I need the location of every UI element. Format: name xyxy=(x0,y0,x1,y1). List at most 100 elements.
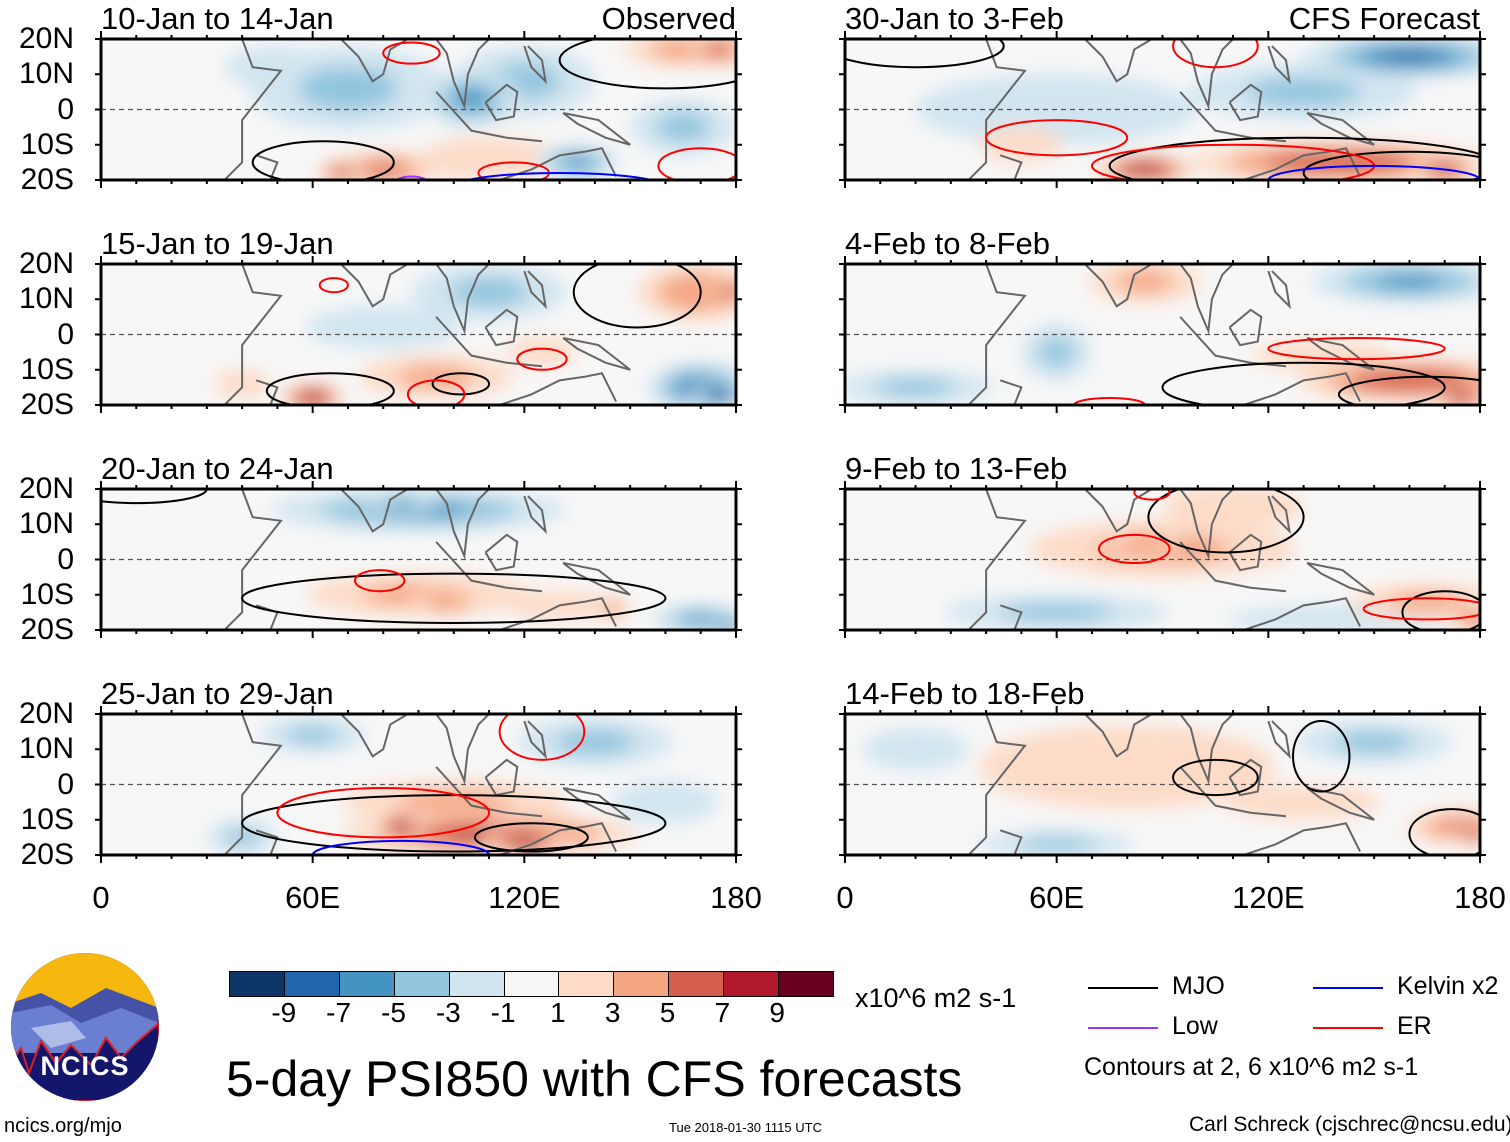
colorbar-swatch xyxy=(338,972,394,996)
lat-tick-label: 20N xyxy=(18,22,74,55)
contour-er xyxy=(1362,597,1480,621)
colorbar-tick-label: 3 xyxy=(604,997,621,1028)
anomaly-mark xyxy=(606,605,619,613)
panel-title: 30-Jan to 3-Feb xyxy=(845,1,1064,36)
logo-graphic xyxy=(11,953,159,1101)
coastline xyxy=(1179,766,1287,818)
anomaly-mark xyxy=(979,724,1276,810)
coastline xyxy=(523,495,547,535)
coastline xyxy=(101,714,283,855)
coastline xyxy=(1243,597,1361,630)
colorbar-tick-label: 7 xyxy=(714,997,731,1028)
coastline xyxy=(999,604,1023,630)
coastline xyxy=(1306,562,1375,596)
colorbar-swatch xyxy=(723,972,779,996)
colorbar-tick-label: -5 xyxy=(381,997,406,1028)
lat-tick-label: 20S xyxy=(20,163,74,196)
lat-tick-label: 10N xyxy=(18,57,74,91)
coastline xyxy=(340,714,409,758)
colorbar-tick-label: -9 xyxy=(271,997,297,1028)
anomaly-mark xyxy=(712,391,725,398)
coastline xyxy=(101,489,283,630)
lon-tick-label: 180 xyxy=(1454,880,1506,915)
anomaly-mark xyxy=(515,838,533,844)
author-credit: Carl Schreck (cjschrec@ncsu.edu) xyxy=(1189,1113,1510,1136)
contour-mjo xyxy=(572,264,702,329)
coastline xyxy=(435,541,543,593)
anomaly-mark xyxy=(389,499,413,507)
colorbar-tick-label: 5 xyxy=(659,997,676,1028)
coastline xyxy=(101,264,283,405)
contour-er xyxy=(1267,337,1446,361)
map-panel xyxy=(95,256,742,413)
coastline xyxy=(435,264,490,335)
lon-tick-label: 0 xyxy=(836,880,854,915)
coastline xyxy=(562,337,631,371)
coastline xyxy=(999,154,1023,180)
colorbar-swatch xyxy=(668,972,724,996)
coastline xyxy=(1084,489,1153,533)
coastline xyxy=(845,264,1027,405)
coastline xyxy=(1179,39,1234,110)
lat-tick-label: 20N xyxy=(18,697,74,730)
anomaly-mark xyxy=(876,378,955,397)
contour-mjo xyxy=(1147,489,1305,554)
coastline xyxy=(523,270,547,310)
lat-tick-label: 20N xyxy=(18,472,74,505)
anomaly-mark xyxy=(1467,831,1479,837)
lon-tick-label: 120E xyxy=(488,880,561,915)
coastline xyxy=(499,147,617,180)
anomaly-mark xyxy=(1335,731,1413,753)
anomaly-mark xyxy=(724,625,734,628)
anomaly-mark xyxy=(1382,51,1436,62)
anomaly-mark xyxy=(1116,271,1174,293)
anomaly-mark xyxy=(395,823,406,830)
colorbar-tick-label: 1 xyxy=(550,997,566,1028)
legend-line-3 xyxy=(1313,1027,1383,1029)
panel-title: 4-Feb to 8-Feb xyxy=(845,226,1051,261)
coastline xyxy=(340,39,409,83)
contour-mjo xyxy=(241,572,667,624)
ncics-logo[interactable]: NCICS xyxy=(11,953,159,1101)
coastline xyxy=(1179,264,1234,335)
contour-mjo xyxy=(101,489,208,505)
coastline xyxy=(1243,822,1361,855)
contour-er xyxy=(406,379,466,405)
coastline xyxy=(523,45,547,85)
lon-tick-label: 0 xyxy=(92,880,110,915)
contour-er xyxy=(498,714,586,761)
coastline xyxy=(484,533,519,572)
legend-line-2 xyxy=(1088,1027,1158,1029)
coastline xyxy=(562,112,631,146)
coastline xyxy=(1267,45,1291,85)
coastline xyxy=(845,489,1027,630)
contour-er xyxy=(1133,489,1171,501)
coastline xyxy=(1179,541,1287,593)
map-panel xyxy=(839,31,1486,188)
coastline xyxy=(1179,714,1234,785)
anomaly-mark xyxy=(1039,338,1075,367)
coastline xyxy=(1306,787,1375,821)
lat-tick-label: 10N xyxy=(18,732,74,766)
contour-mjo xyxy=(1337,375,1480,405)
colorbar-swatch xyxy=(283,972,339,996)
anomaly-mark xyxy=(434,597,459,607)
anomaly-mark xyxy=(1456,395,1469,401)
timestamp: Tue 2018-01-30 1115 UTC xyxy=(669,1120,822,1135)
lat-tick-label: 10N xyxy=(18,282,74,316)
coastline xyxy=(255,154,279,180)
anomaly-mark xyxy=(1134,166,1155,173)
legend-label: MJO xyxy=(1172,972,1225,1000)
lon-tick-label: 60E xyxy=(1029,880,1085,915)
coastline xyxy=(1267,270,1291,310)
colorbar-swatch xyxy=(613,972,669,996)
contour-mjo xyxy=(1302,150,1480,180)
anomaly-mark xyxy=(1000,135,1043,154)
anomaly-mark xyxy=(563,156,592,169)
anomaly-mark xyxy=(454,89,488,109)
anomaly-mark xyxy=(306,395,320,401)
source-url[interactable]: ncics.org/mjo xyxy=(4,1115,122,1137)
anomaly-mark xyxy=(711,46,726,54)
coastline xyxy=(845,714,1027,855)
coastline xyxy=(484,83,519,122)
